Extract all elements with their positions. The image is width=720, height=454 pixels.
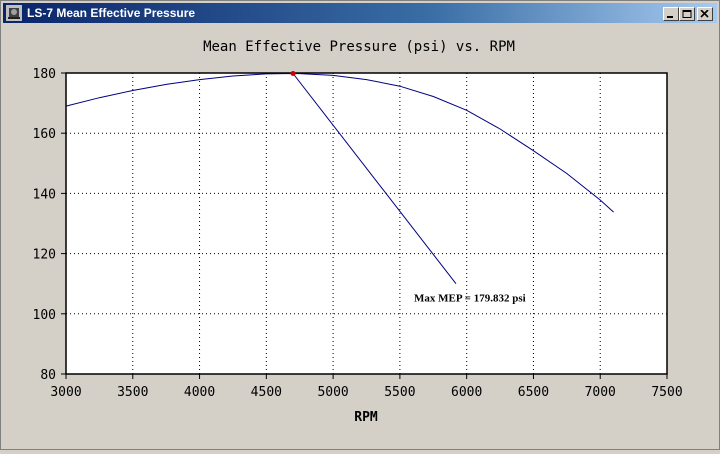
y-tick-label: 120 — [33, 248, 56, 263]
y-tick-label: 160 — [33, 127, 56, 142]
window-title: LS-7 Mean Effective Pressure — [27, 6, 196, 20]
x-tick-label: 7500 — [651, 385, 682, 400]
y-tick-label: 140 — [33, 187, 56, 202]
x-tick-label: 5000 — [317, 385, 348, 400]
engine-app-icon[interactable] — [6, 5, 22, 21]
x-tick-label: 4500 — [251, 385, 282, 400]
x-axis-ticks: 3000 3500 4000 4500 5000 5500 6000 6500 7000 7500 — [50, 374, 683, 400]
close-button[interactable] — [697, 7, 713, 21]
chart-title: Mean Effective Pressure (psi) vs. RPM — [203, 39, 515, 55]
x-tick-label: 6000 — [451, 385, 482, 400]
maximize-icon — [682, 10, 692, 18]
plot-area — [65, 72, 668, 375]
y-tick-label: 80 — [40, 368, 56, 383]
maximize-button[interactable] — [679, 7, 695, 21]
annotation-pointer — [292, 73, 457, 285]
y-tick-label: 180 — [33, 67, 56, 82]
x-tick-label: 5500 — [384, 385, 415, 400]
close-icon — [700, 10, 709, 18]
x-axis-label: RPM — [354, 410, 378, 425]
mep-chart: Mean Effective Pressure (psi) vs. RPM 80… — [33, 39, 683, 425]
grid — [66, 73, 667, 374]
max-mep-annotation: Max MEP = 179.832 psi — [414, 293, 526, 305]
chart-area: Mean Effective Pressure (psi) vs. RPM 80… — [3, 25, 717, 449]
x-tick-label: 3500 — [117, 385, 148, 400]
y-axis-ticks: 80 100 120 140 160 180 — [33, 67, 66, 383]
minimize-button[interactable] — [663, 7, 679, 21]
minimize-icon — [667, 16, 673, 18]
mep-curve — [65, 72, 614, 213]
max-point-marker — [290, 71, 296, 77]
y-tick-label: 100 — [33, 308, 56, 323]
x-tick-label: 4000 — [184, 385, 215, 400]
x-tick-label: 6500 — [518, 385, 549, 400]
title-bar[interactable]: LS-7 Mean Effective Pressure — [3, 3, 717, 23]
x-tick-label: 7000 — [585, 385, 616, 400]
x-tick-label: 3000 — [50, 385, 81, 400]
